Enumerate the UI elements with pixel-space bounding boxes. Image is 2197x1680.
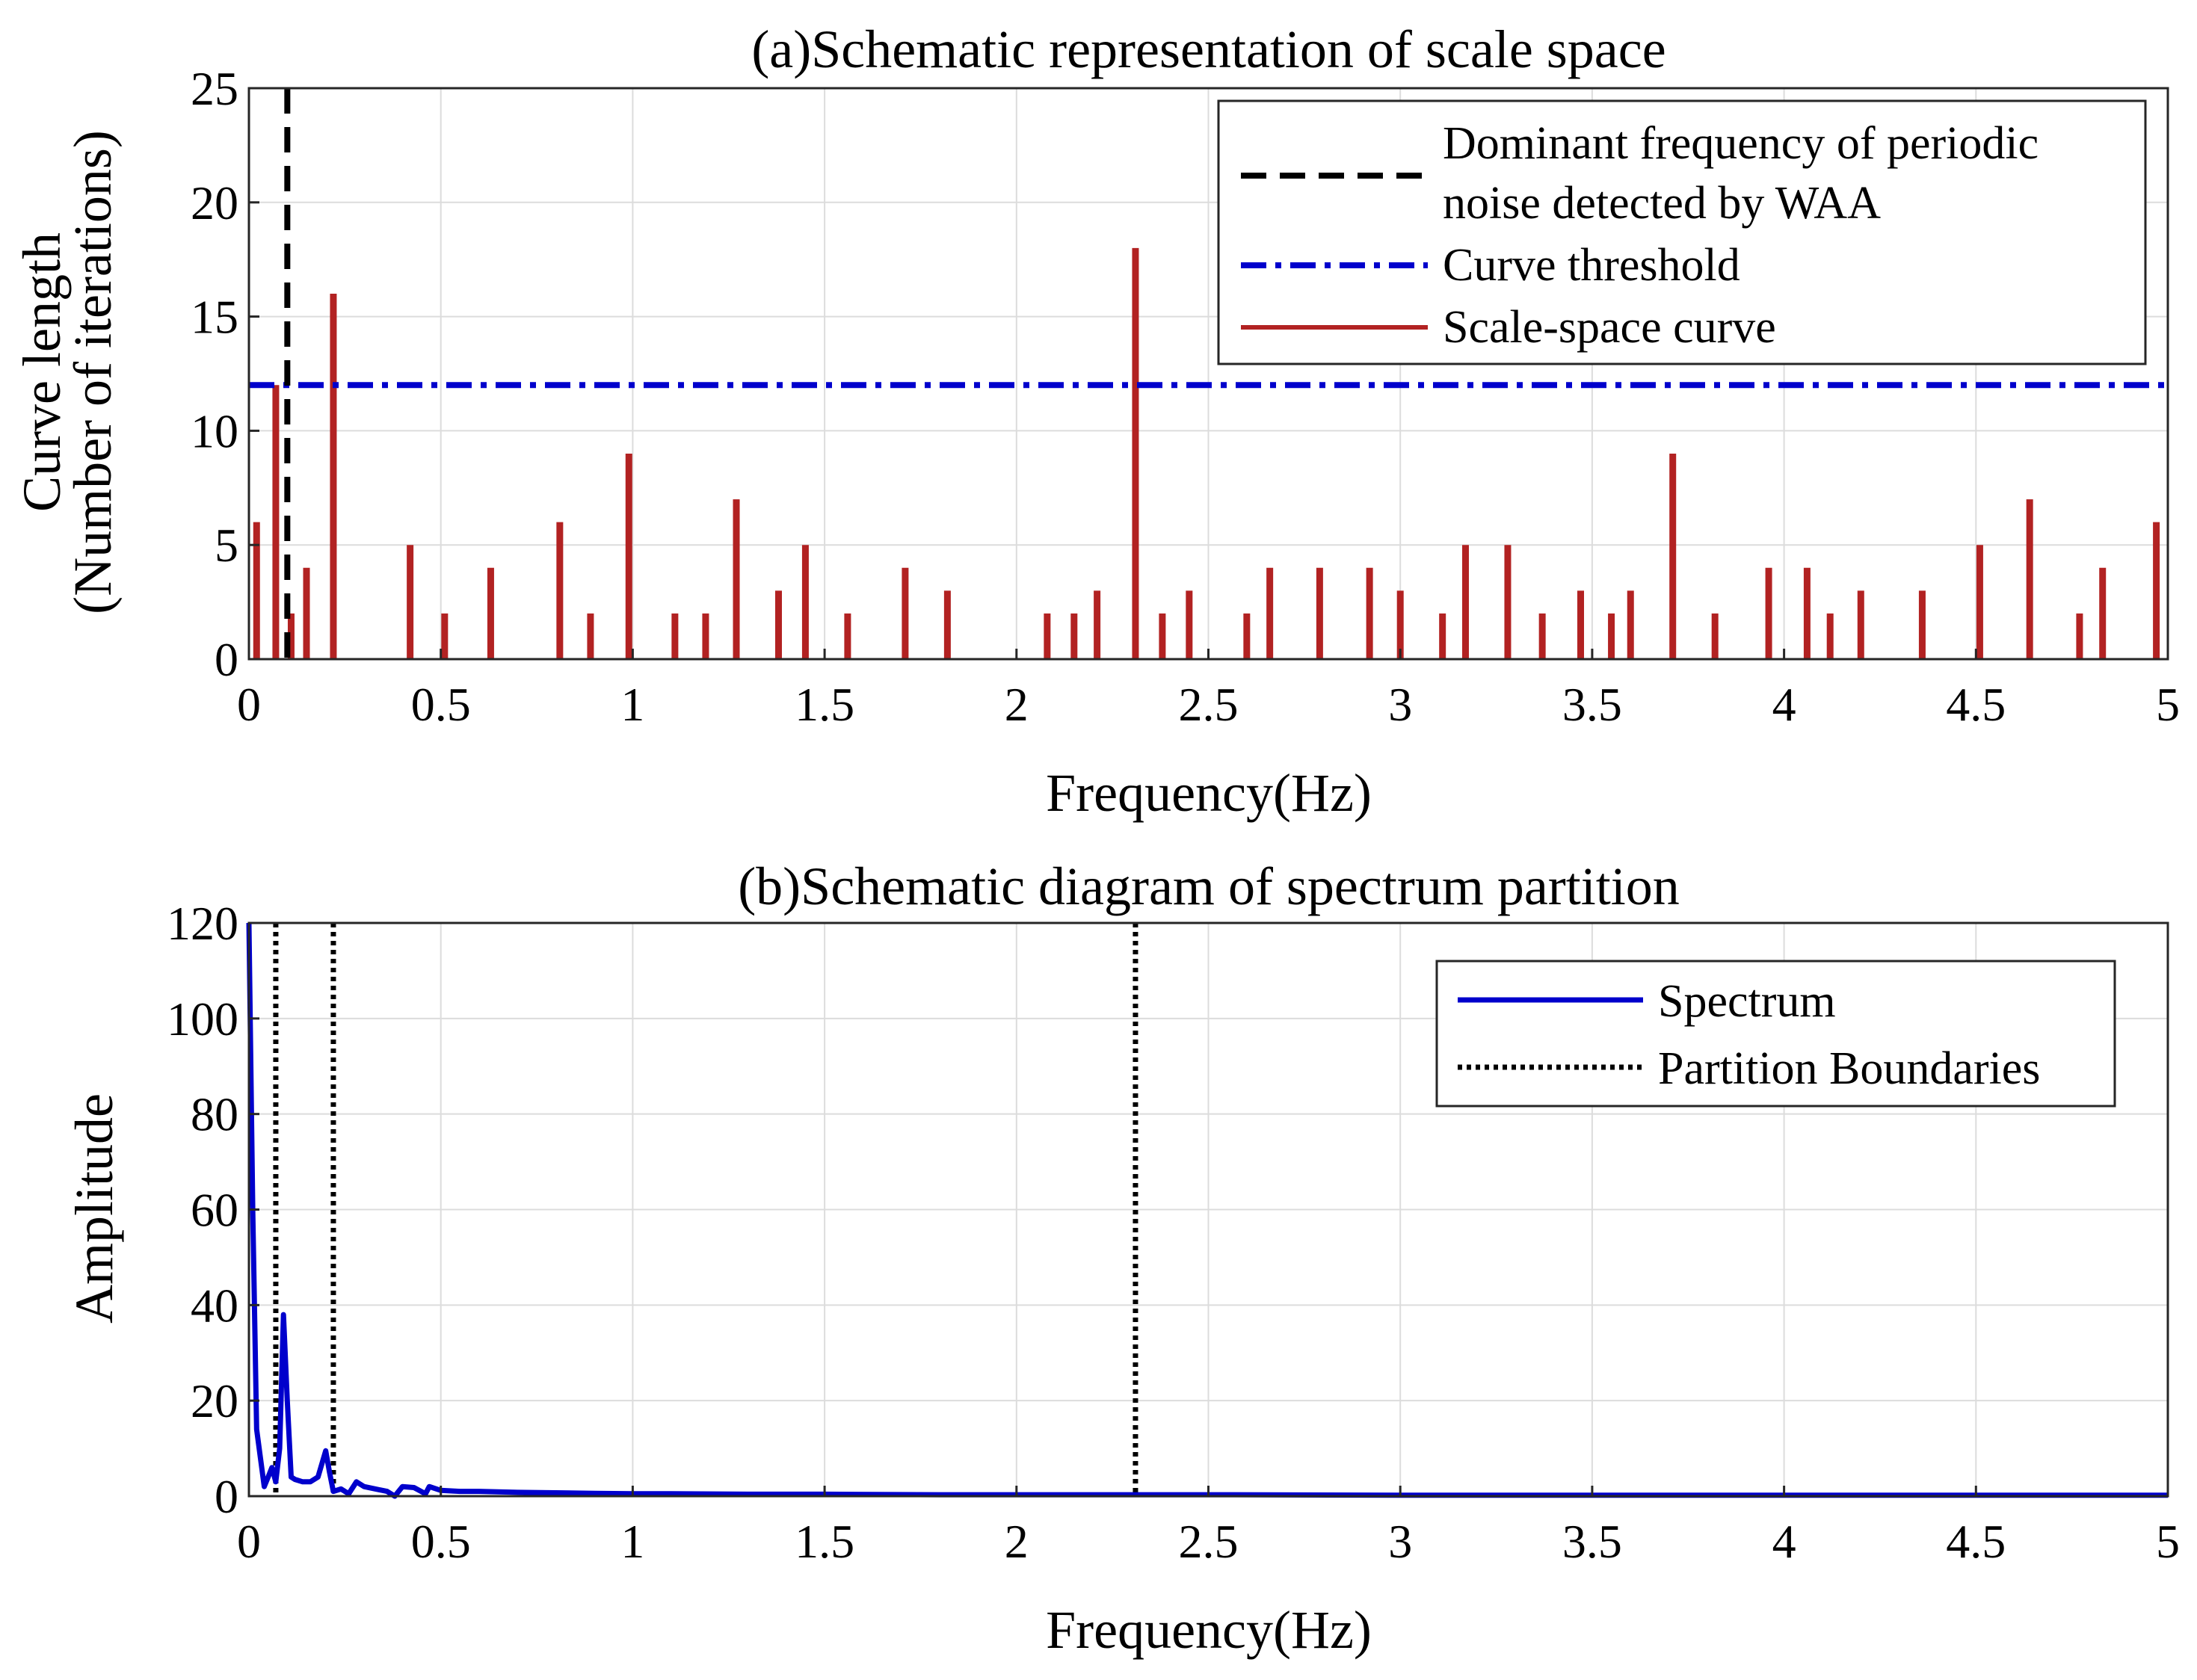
panel-b-ytick-label: 100	[167, 992, 238, 1046]
panel-b-legend-box	[1435, 960, 2116, 1108]
panel-a-y-label-line2: (Number of iterations)	[63, 130, 123, 614]
panel-b-xtick-label: 4	[1772, 1515, 1796, 1568]
panel-a-xtick-label: 4.5	[1946, 678, 2006, 731]
panel-b-xtick-label: 3.5	[1562, 1515, 1622, 1568]
legend-spectrum-label: Spectrum	[1658, 976, 1836, 1027]
panel-a-xtick-label: 2	[1005, 678, 1029, 731]
legend-boundaries-label: Partition Boundaries	[1658, 1043, 2040, 1094]
panel-b-y-label: Amplitude	[64, 1093, 124, 1324]
panel-b-xtick-label: 1	[620, 1515, 644, 1568]
panel-a-ytick-label: 0	[215, 633, 238, 686]
panel-b-xtick-label: 3	[1388, 1515, 1412, 1568]
panel-a-legend-box	[1217, 99, 2147, 365]
panel-a-xtick-label: 5	[2156, 678, 2180, 731]
panel-b-xtick-label: 5	[2156, 1515, 2180, 1568]
panel-a-ytick-label: 5	[215, 519, 238, 572]
panel-b-xtick-label: 1.5	[795, 1515, 854, 1568]
panel-a-y-label-line1: Curve length	[12, 232, 72, 512]
panel-a-ytick-label: 15	[191, 291, 238, 344]
panel-b-ytick-label: 20	[191, 1374, 238, 1427]
panel-a-y-ticks: 0 5 10 15 20 25	[191, 62, 259, 686]
panel-a-ytick-label: 25	[191, 62, 238, 115]
legend-dominant-label-line1: Dominant frequency of periodic	[1443, 118, 2039, 169]
legend-dominant-label-line2: noise detected by WAA	[1443, 178, 1881, 229]
panel-a-xtick-label: 3	[1388, 678, 1412, 731]
panel-b-xtick-label: 4.5	[1946, 1515, 2006, 1568]
spectrum-line	[246, 922, 2168, 1499]
legend-curve-label: Scale-space curve	[1443, 302, 1776, 353]
panel-b-xtick-label: 0.5	[411, 1515, 471, 1568]
panel-b-title: (b)Schematic diagram of spectrum partiti…	[738, 856, 1680, 916]
panel-a-ytick-label: 10	[191, 404, 238, 457]
panel-a-xtick-label: 3.5	[1562, 678, 1622, 731]
panel-b-y-ticks: 0 20 40 60 80 100 120	[167, 897, 259, 1523]
panel-a-xtick-label: 2.5	[1179, 678, 1239, 731]
panel-a-xtick-label: 1.5	[795, 678, 854, 731]
partition-boundary-lines	[273, 923, 1138, 1496]
panel-b-ytick-label: 40	[191, 1279, 238, 1332]
panel-a-xtick-label: 4	[1772, 678, 1796, 731]
panel-b-x-ticks: 0 0.5 1 1.5 2 2.5 3 3.5 4 4.5 5	[237, 1486, 2180, 1568]
panel-a-bars	[253, 247, 2160, 659]
panel-b-spectrum-partition: (b)Schematic diagram of spectrum partiti…	[64, 856, 2180, 1660]
panel-a-xtick-label: 1	[620, 678, 644, 731]
panel-b-legend: Spectrum Partition Boundaries	[1435, 960, 2116, 1108]
panel-b-xtick-label: 2	[1005, 1515, 1029, 1568]
panel-b-x-label: Frequency(Hz)	[1046, 1600, 1372, 1660]
panel-b-ytick-label: 0	[215, 1470, 238, 1523]
panel-b-xtick-label: 0	[237, 1515, 261, 1568]
panel-b-ytick-label: 120	[167, 897, 238, 950]
panel-a-legend: Dominant frequency of periodic noise det…	[1217, 99, 2147, 365]
panel-a-xtick-label: 0.5	[411, 678, 471, 731]
panel-a-title: (a)Schematic representation of scale spa…	[751, 19, 1666, 79]
panel-a-scale-space: (a)Schematic representation of scale spa…	[12, 19, 2180, 823]
panel-a-x-label: Frequency(Hz)	[1046, 763, 1372, 823]
panel-a-x-ticks: 0 0.5 1 1.5 2 2.5 3 3.5 4 4.5 5	[237, 649, 2180, 731]
panel-b-xtick-label: 2.5	[1179, 1515, 1239, 1568]
panel-a-xtick-label: 0	[237, 678, 261, 731]
panel-a-ytick-label: 20	[191, 176, 238, 229]
legend-threshold-label: Curve threshold	[1443, 240, 1740, 291]
panel-b-ytick-label: 80	[191, 1088, 238, 1141]
panel-b-ytick-label: 60	[191, 1184, 238, 1237]
